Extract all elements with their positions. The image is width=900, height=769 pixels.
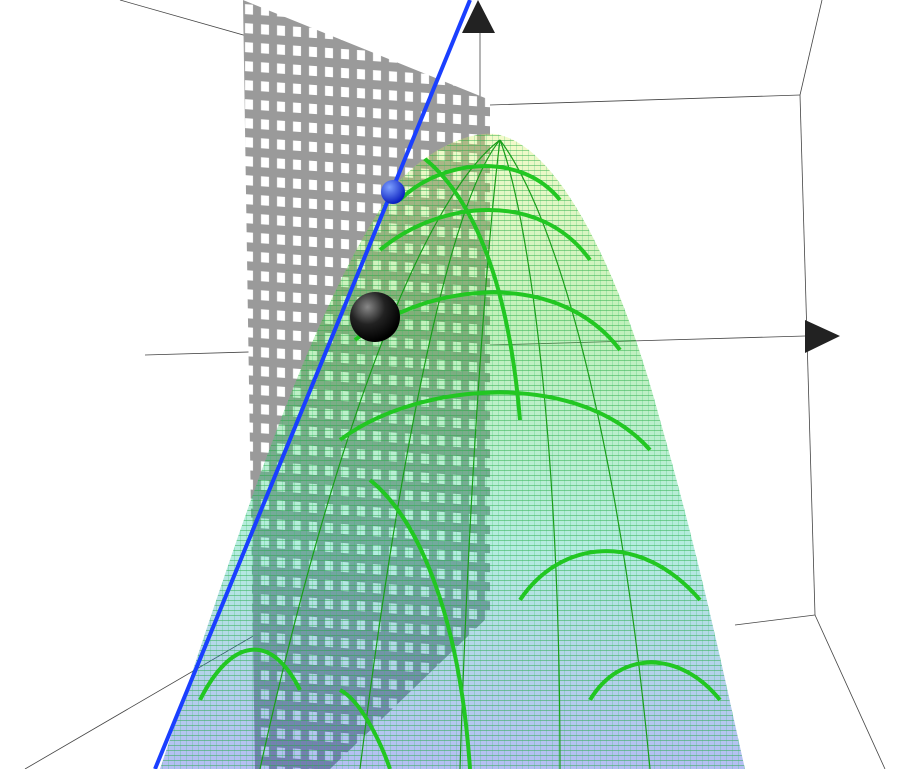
axis-cone: [462, 0, 495, 33]
point: [350, 292, 400, 342]
point: [381, 180, 405, 204]
surface: [160, 133, 745, 769]
axis-cone: [805, 320, 840, 353]
line: [153, 0, 472, 769]
